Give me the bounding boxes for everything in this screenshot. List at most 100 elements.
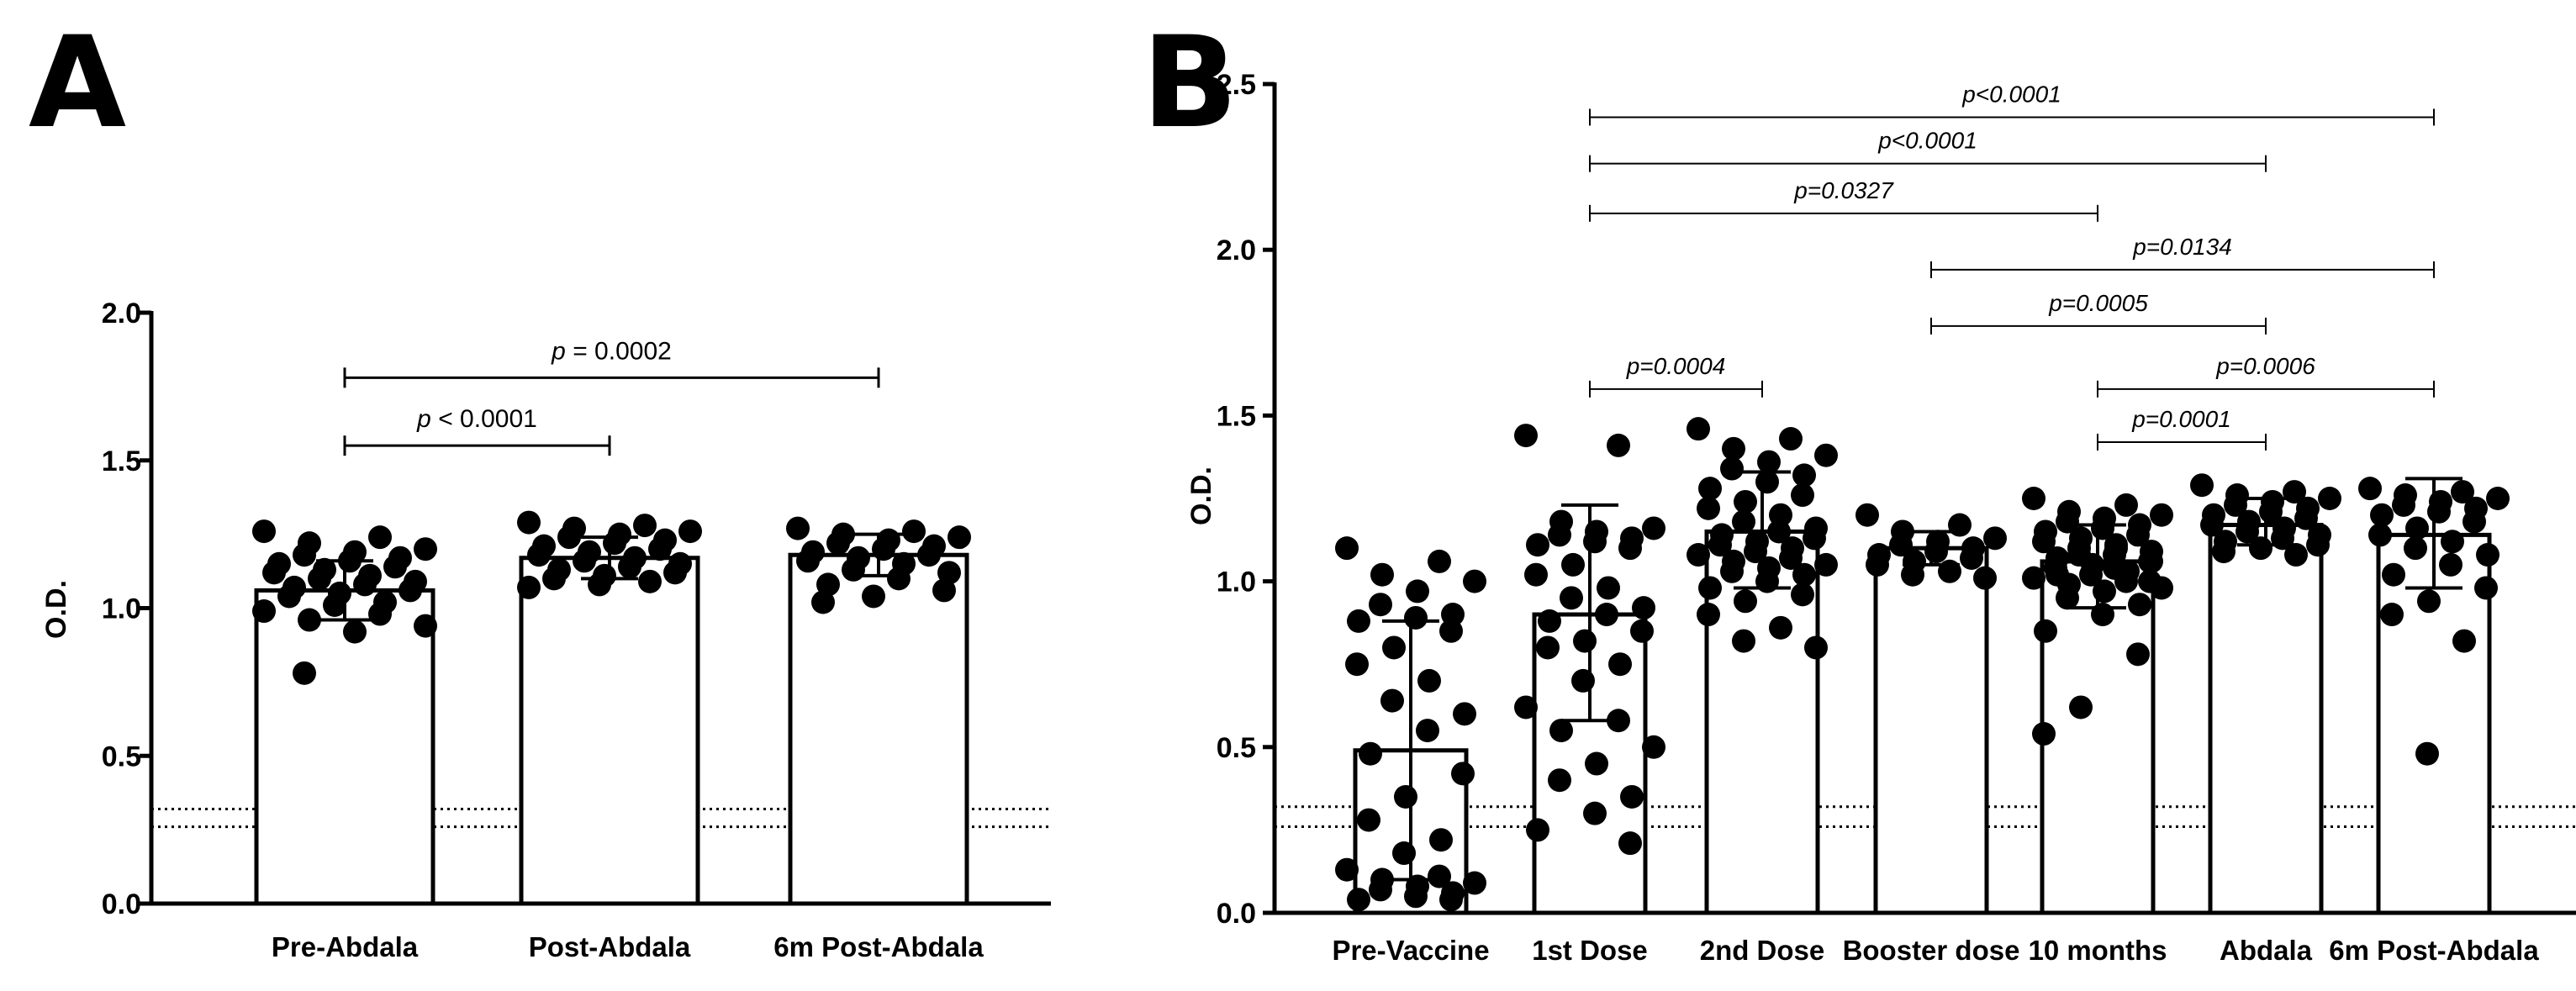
y-tick-label: 2.5 xyxy=(1217,69,1256,101)
data-point xyxy=(1595,603,1618,627)
data-point xyxy=(1526,818,1549,842)
data-point xyxy=(383,555,407,579)
data-point xyxy=(1406,579,1429,604)
data-point xyxy=(2318,487,2341,510)
data-point xyxy=(1394,784,1417,809)
data-point xyxy=(1697,603,1720,627)
data-point xyxy=(1779,427,1803,451)
data-point xyxy=(517,510,541,535)
data-point xyxy=(542,567,566,591)
data-point xyxy=(1983,526,2007,551)
data-point xyxy=(1632,596,1655,620)
data-point xyxy=(1732,629,1755,653)
y-axis-title: O.D. xyxy=(1185,467,1217,525)
data-point xyxy=(2126,642,2150,667)
p-value-label: p = 0.0002 xyxy=(551,337,672,365)
data-point xyxy=(252,519,276,544)
data-point xyxy=(1722,436,1745,461)
data-point xyxy=(1347,609,1370,633)
panel-b-letter: B xyxy=(1142,10,1238,156)
chart-a: 0.0 0.5 1.0 1.5 2.0 O.D. Pre-Abdala Post-Abdala… xyxy=(40,298,1051,962)
y-tick-label: 0.5 xyxy=(1217,732,1256,764)
data-point xyxy=(1561,552,1585,577)
data-point xyxy=(1814,552,1838,577)
bar xyxy=(1873,546,1989,915)
data-point xyxy=(368,602,392,626)
data-point xyxy=(1380,688,1404,713)
data-point xyxy=(2370,503,2394,527)
data-point xyxy=(1548,768,1571,793)
data-point xyxy=(1583,801,1607,825)
data-point xyxy=(1791,483,1814,508)
data-point xyxy=(2138,569,2162,593)
data-point xyxy=(414,614,437,638)
data-point xyxy=(1573,629,1597,653)
data-point xyxy=(1538,609,1561,633)
data-point xyxy=(2368,523,2392,547)
p-value-label: p=0.0134 xyxy=(2132,234,2232,260)
data-point xyxy=(2358,477,2382,501)
data-point xyxy=(2249,536,2272,561)
data-point xyxy=(1370,562,1394,587)
data-point xyxy=(2200,513,2224,537)
data-point xyxy=(2022,487,2045,510)
data-point xyxy=(1404,605,1428,630)
y-axis-title: O.D. xyxy=(40,580,72,639)
data-point xyxy=(872,537,895,561)
data-point xyxy=(618,555,641,579)
category-label: Abdala xyxy=(2220,935,2313,966)
data-point xyxy=(1585,751,1608,776)
data-point xyxy=(948,525,971,550)
y-tick-label: 1.5 xyxy=(1217,400,1256,432)
bar xyxy=(519,556,700,906)
data-point xyxy=(2104,536,2128,561)
data-point xyxy=(2045,562,2069,587)
data-point xyxy=(1767,519,1791,544)
data-point xyxy=(2190,473,2214,498)
p-value-label: p=0.0001 xyxy=(2131,406,2231,432)
data-point xyxy=(2380,603,2404,627)
data-point xyxy=(1359,741,1382,766)
data-point xyxy=(2306,533,2330,557)
data-point xyxy=(343,619,367,644)
data-point xyxy=(517,575,541,599)
data-point xyxy=(353,572,377,597)
data-point xyxy=(678,519,702,544)
data-point xyxy=(1536,635,1560,660)
data-point xyxy=(2128,593,2151,617)
data-point xyxy=(1428,549,1451,573)
data-point xyxy=(811,590,835,614)
data-point xyxy=(633,514,657,538)
data-point xyxy=(2236,519,2259,544)
data-point xyxy=(293,543,316,567)
data-point xyxy=(1549,719,1573,743)
data-point xyxy=(1369,593,1392,617)
data-point xyxy=(1687,543,1710,567)
data-point xyxy=(2103,556,2126,580)
data-point xyxy=(1463,871,1486,895)
data-point xyxy=(293,661,316,685)
data-point xyxy=(1642,735,1665,759)
data-point xyxy=(1791,582,1814,607)
data-point xyxy=(277,584,301,609)
data-point xyxy=(262,561,286,585)
category-label: Pre-Abdala xyxy=(272,931,419,962)
category-label: 2nd Dose xyxy=(1700,935,1825,966)
data-point xyxy=(2114,493,2138,517)
data-point xyxy=(1630,619,1654,643)
data-point xyxy=(1607,433,1630,457)
p-value-label: p=0.0006 xyxy=(2215,353,2315,379)
y-tick-label: 2.0 xyxy=(1217,235,1256,266)
data-point xyxy=(2415,741,2439,766)
data-point xyxy=(1792,562,1816,587)
data-point xyxy=(1514,424,1538,448)
data-point xyxy=(1889,533,1913,557)
data-point xyxy=(2451,480,2474,504)
data-point xyxy=(1428,864,1451,888)
data-point xyxy=(1335,536,1359,561)
data-point xyxy=(2405,516,2429,540)
y-tick-label: 0.5 xyxy=(102,741,141,772)
data-point xyxy=(2441,530,2464,554)
data-point xyxy=(1620,784,1644,809)
data-point xyxy=(368,525,392,550)
